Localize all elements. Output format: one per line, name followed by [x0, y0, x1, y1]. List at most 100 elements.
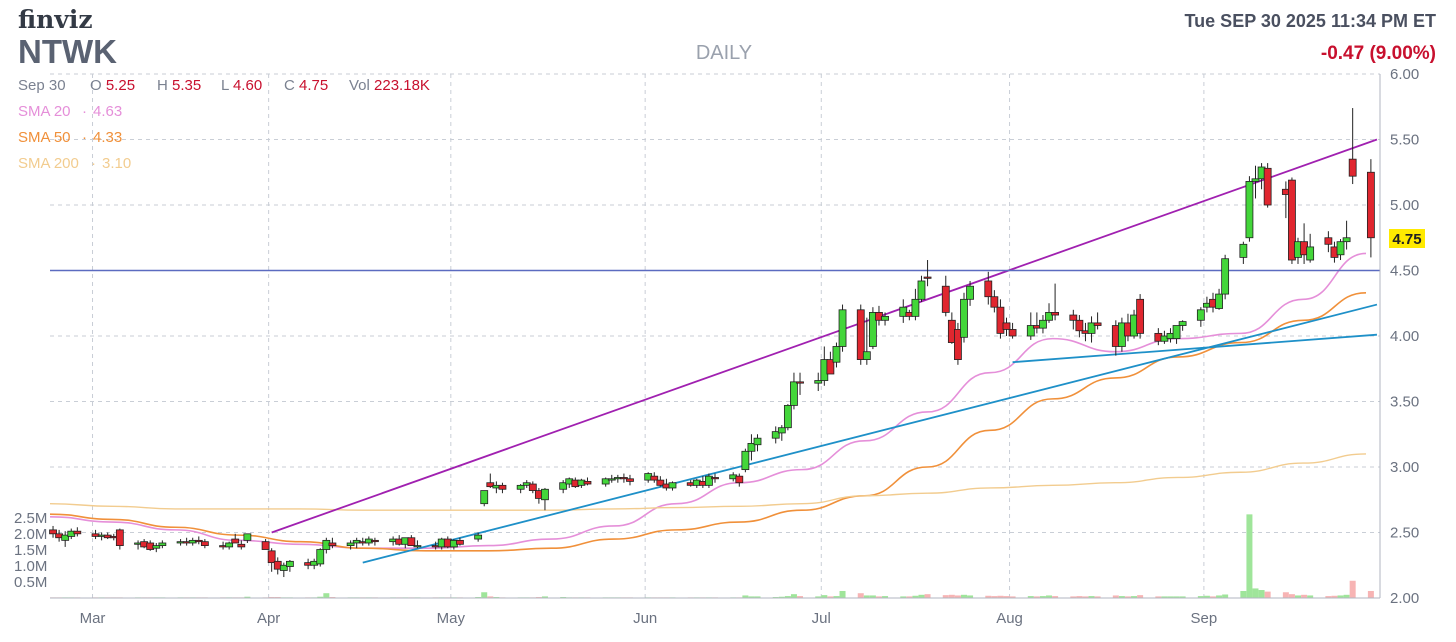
- volume-bar: [1161, 596, 1168, 598]
- candle: [856, 304, 865, 365]
- volume-tick-label: 1.0M: [14, 558, 47, 575]
- candle: [285, 560, 294, 572]
- candle: [941, 275, 950, 317]
- candle: [194, 536, 203, 545]
- volume-bar: [869, 595, 876, 598]
- y-tick-label: 3.00: [1390, 459, 1419, 476]
- y-tick-label: 6.00: [1390, 66, 1419, 83]
- x-tick-label: May: [437, 610, 466, 627]
- low-value: 4.60: [233, 77, 262, 94]
- volume-bar: [960, 594, 967, 598]
- volume-bar: [1112, 595, 1119, 598]
- volume-bar: [1076, 596, 1083, 598]
- volume-bar: [815, 596, 822, 598]
- volume-bar: [1197, 596, 1204, 598]
- volume-bar: [900, 596, 907, 598]
- upper-channel-line: [271, 138, 1378, 534]
- candle: [1178, 320, 1187, 331]
- candle: [1093, 312, 1102, 330]
- last-price-tag: 4.75: [1392, 231, 1421, 248]
- volume-bar: [1088, 596, 1095, 598]
- volume-bar: [1155, 596, 1162, 598]
- candle: [1239, 241, 1248, 264]
- sma50-legend[interactable]: SMA 50 · 4.33: [18, 129, 122, 146]
- volume-bar: [754, 596, 761, 598]
- candle: [231, 533, 240, 544]
- volume-bar: [954, 595, 961, 598]
- volume-bar: [942, 595, 949, 598]
- candle: [601, 477, 610, 487]
- volume-tick-label: 0.5M: [14, 574, 47, 591]
- volume-bar: [1240, 590, 1247, 598]
- candle: [1306, 233, 1315, 263]
- volume-bar: [906, 596, 913, 598]
- candle: [741, 448, 750, 473]
- x-tick-label: Jun: [633, 610, 657, 627]
- candle: [237, 540, 246, 550]
- candle: [783, 404, 792, 431]
- candle: [1051, 283, 1059, 321]
- candle: [498, 482, 507, 494]
- volume-label: Vol: [349, 77, 370, 94]
- volume-bar: [1258, 590, 1265, 598]
- candle: [1002, 317, 1011, 336]
- ticker-symbol: NTWK: [18, 33, 117, 70]
- volume-bar: [833, 596, 840, 598]
- candle: [917, 275, 926, 302]
- sma20-legend[interactable]: SMA 20 · 4.63: [18, 103, 122, 120]
- y-tick-label: 4.50: [1390, 263, 1419, 280]
- volume-bar: [742, 595, 749, 598]
- x-tick-label: Sep: [1191, 610, 1218, 627]
- candle: [583, 477, 592, 486]
- candle: [371, 537, 379, 546]
- moving-averages: [49, 252, 1367, 552]
- candle: [911, 288, 920, 321]
- candle: [1348, 108, 1357, 185]
- candle: [516, 484, 525, 494]
- volume-bar: [948, 594, 955, 598]
- sma-line-20: [49, 252, 1367, 550]
- volume-bar: [323, 593, 330, 598]
- volume-bar: [1209, 596, 1216, 598]
- price-change: -0.47 (9.00%): [1321, 43, 1436, 64]
- candle: [626, 474, 634, 486]
- candle: [1087, 316, 1096, 343]
- candle: [279, 562, 288, 578]
- volume-tick-label: 1.5M: [14, 542, 47, 559]
- candle: [346, 540, 355, 550]
- low-label: L: [221, 77, 229, 94]
- volume-bar: [1167, 596, 1174, 598]
- candle: [225, 541, 234, 550]
- sma-line-50: [49, 291, 1367, 552]
- open-label: O: [90, 77, 102, 94]
- august-support-line: [1012, 333, 1378, 364]
- y-tick-label: 5.50: [1390, 132, 1419, 149]
- candle: [1196, 307, 1205, 327]
- volume-bar: [481, 592, 488, 598]
- volume-bar: [317, 596, 324, 598]
- volume-bar: [748, 596, 755, 598]
- candle: [668, 481, 677, 491]
- candle: [862, 317, 871, 365]
- candle: [796, 372, 804, 395]
- volume-bar: [985, 595, 992, 598]
- candle: [899, 299, 908, 323]
- candle: [1172, 325, 1181, 344]
- sma200-legend[interactable]: SMA 200 · 3.10: [18, 155, 131, 172]
- candle: [1069, 309, 1078, 330]
- volume-bar: [912, 595, 919, 598]
- volume-bars: [50, 514, 1374, 599]
- candle: [1336, 239, 1345, 261]
- candle: [1026, 312, 1035, 340]
- volume-bar: [1033, 596, 1040, 598]
- trend-lines: [50, 138, 1380, 564]
- candle: [868, 307, 877, 350]
- candle: [1366, 159, 1375, 258]
- finviz-logo[interactable]: finviz: [18, 5, 93, 34]
- candle: [158, 540, 167, 549]
- volume-bar: [1173, 596, 1180, 598]
- candle: [790, 372, 798, 410]
- x-tick-label: Jul: [812, 610, 831, 627]
- close-value: 4.75: [299, 77, 328, 94]
- volume-bar: [839, 590, 846, 598]
